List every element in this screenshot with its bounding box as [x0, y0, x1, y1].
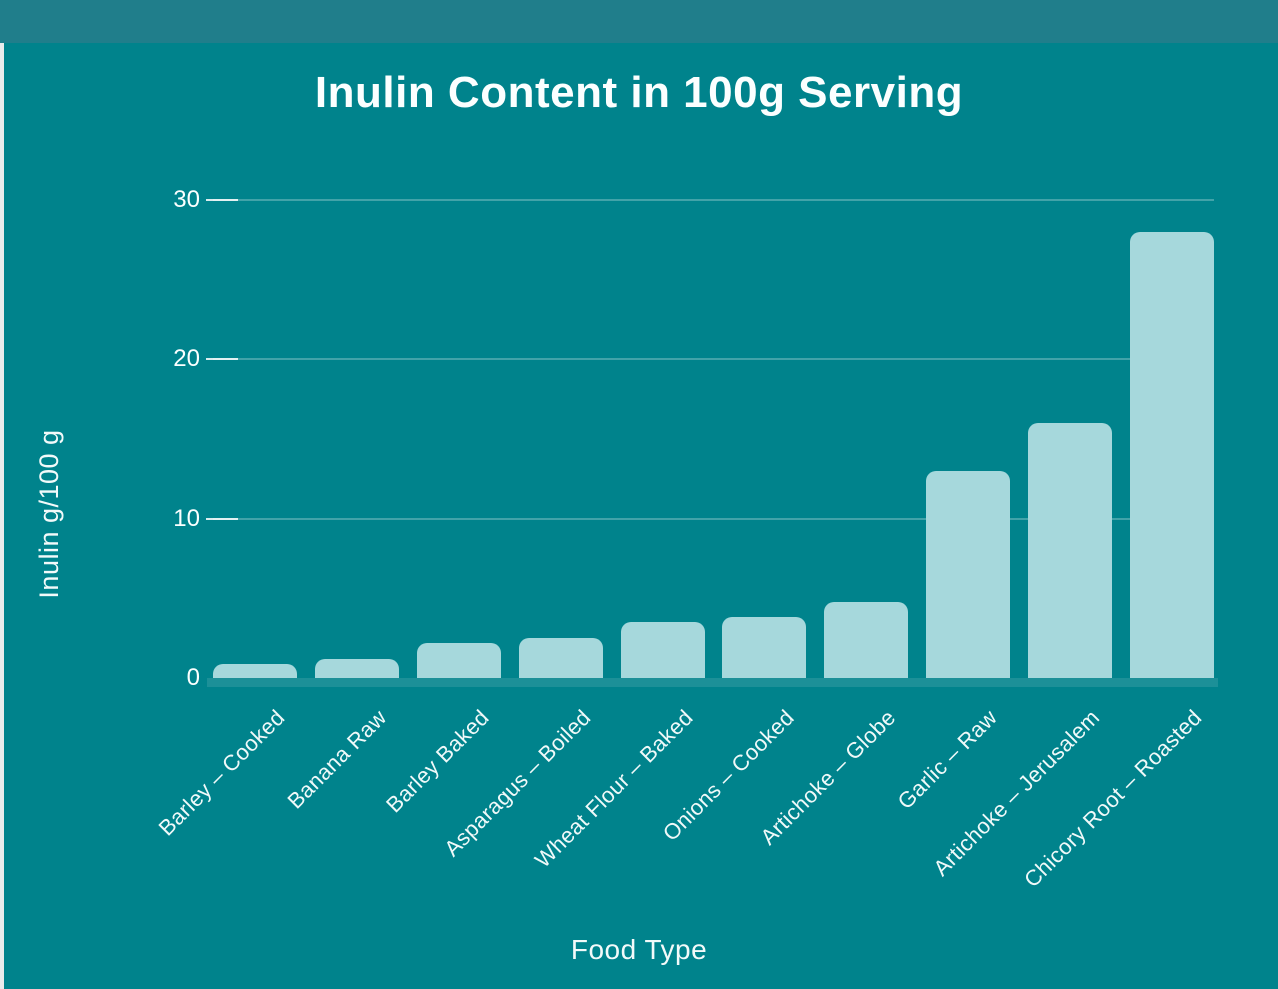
bar-6: [722, 617, 806, 678]
x-axis-line: [207, 678, 1218, 687]
left-edge-strip: [0, 43, 4, 989]
x-category-label-8: Garlic – Raw: [893, 704, 1003, 814]
bar-8: [926, 471, 1010, 678]
y-tick-mark-10: [206, 517, 238, 520]
bar-4: [519, 638, 603, 678]
x-axis-title: Food Type: [570, 934, 708, 965]
bar-10: [1130, 232, 1214, 678]
x-category-label-9: Artichoke – Jerusalem: [928, 704, 1105, 881]
y-tick-mark-30: [206, 199, 238, 201]
chart-title: Inulin Content in 100g Serving: [314, 68, 964, 117]
bar-2: [315, 659, 399, 678]
top-band: [0, 0, 1278, 43]
x-category-label-2: Banana Raw: [282, 704, 392, 814]
x-category-label-1: Barley – Cooked: [153, 704, 290, 841]
bar-5: [621, 622, 705, 678]
y-tick-label-20: 20: [173, 345, 200, 373]
gridline-20: [213, 358, 1214, 361]
bar-1: [213, 664, 297, 678]
bar-7: [824, 602, 908, 678]
bar-9: [1028, 423, 1112, 678]
x-category-label-10: Chicory Root – Roasted: [1018, 704, 1207, 893]
gridline-10: [213, 517, 1214, 520]
gridline-30: [213, 199, 1214, 201]
x-category-label-3: Barley Baked: [380, 704, 494, 818]
bar-3: [417, 643, 501, 678]
y-tick-label-0: 0: [186, 664, 200, 691]
y-tick-label-10: 10: [173, 504, 200, 532]
plot-area: [206, 199, 1214, 678]
y-tick-label-30: 30: [173, 186, 200, 213]
y-tick-mark-20: [206, 358, 238, 361]
